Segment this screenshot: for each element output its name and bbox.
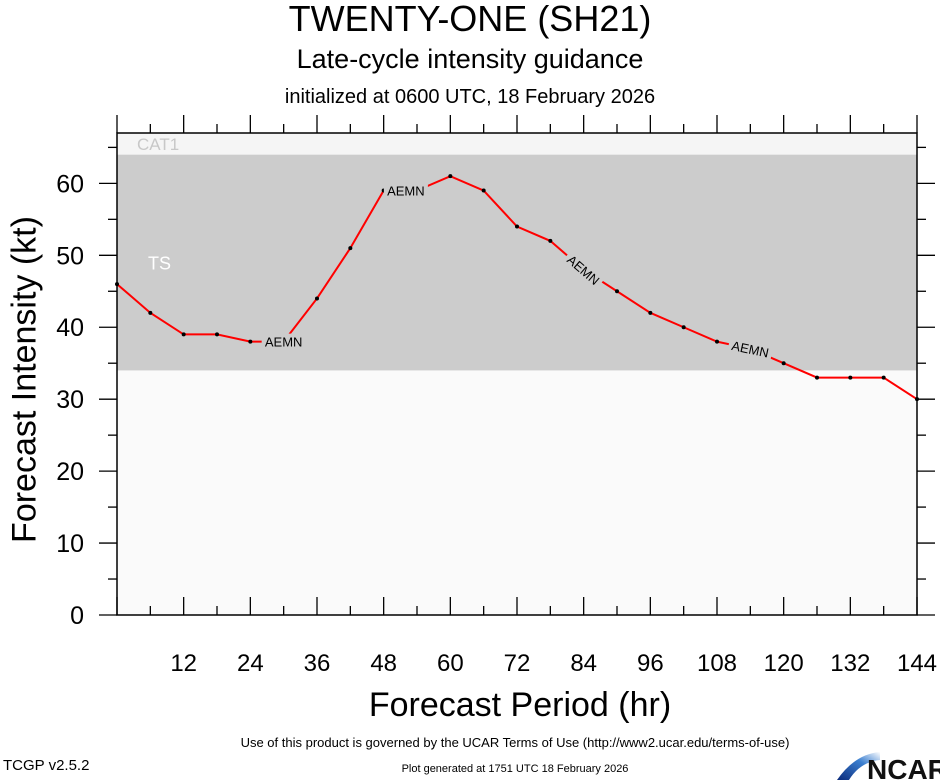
data-point — [515, 224, 519, 229]
y-tick-label: 20 — [56, 458, 84, 486]
data-point — [615, 289, 619, 294]
data-point — [881, 375, 886, 380]
data-point — [548, 238, 553, 243]
version-label: TCGP v2.5.2 — [3, 757, 90, 774]
data-point — [181, 332, 186, 337]
plot-area: TS CAT1 12 24 36 48 60 72 84 96 108 120 132 144 0 10 20 3… — [56, 115, 937, 677]
x-axis-label: Forecast Period (hr) — [368, 686, 672, 724]
data-point — [481, 188, 486, 193]
data-point — [148, 310, 153, 315]
logo-text: NCAR — [867, 754, 940, 780]
data-point — [248, 339, 253, 344]
data-point — [215, 332, 219, 337]
x-tick-label: 144 — [897, 650, 937, 677]
x-tick-label: 36 — [304, 650, 331, 677]
series-label-bg — [383, 182, 428, 198]
y-tick-label: 10 — [56, 530, 84, 558]
y-tick-label: 40 — [56, 314, 84, 342]
x-tick-label: 48 — [370, 650, 397, 677]
y-axis-label: Forecast Intensity (kt) — [5, 216, 44, 543]
data-point — [715, 339, 719, 344]
data-point — [448, 174, 453, 179]
data-point — [848, 375, 853, 380]
chart-subtitle: Late-cycle intensity guidance — [296, 44, 644, 74]
x-tick-label: 108 — [697, 650, 737, 677]
x-tick-label: 120 — [764, 650, 804, 677]
data-point — [115, 282, 119, 287]
data-point — [915, 397, 919, 402]
data-point — [648, 310, 653, 315]
chart-title: TWENTY-ONE (SH21) — [288, 0, 652, 39]
band-label-ts: TS — [148, 253, 171, 273]
terms-of-use: Use of this product is governed by the U… — [240, 735, 790, 750]
x-tick-label: 12 — [170, 650, 197, 677]
band-label-cat1: CAT1 — [137, 135, 179, 154]
x-tick-label: 132 — [830, 650, 870, 677]
data-point — [315, 296, 319, 301]
x-tick-label: 24 — [237, 650, 264, 677]
x-tick-label: 96 — [637, 650, 664, 677]
series-label: AEMN — [265, 335, 303, 350]
y-tick-label: 0 — [70, 602, 84, 630]
generated-time: Plot generated at 1751 UTC 18 February 2… — [401, 763, 629, 775]
data-point — [681, 325, 686, 330]
band-cat1 — [117, 133, 917, 155]
data-point — [348, 246, 353, 251]
series-label-bg — [261, 333, 306, 349]
band-ts — [117, 154, 917, 371]
ncar-logo: NCAR — [837, 752, 940, 780]
y-tick-label: 60 — [56, 170, 84, 198]
data-point — [815, 375, 819, 380]
y-tick-label: 30 — [56, 386, 84, 414]
x-tick-label: 84 — [570, 650, 597, 677]
series-label: AEMN — [387, 184, 425, 199]
x-tick-label: 60 — [437, 650, 464, 677]
series-label-bg — [727, 336, 774, 361]
y-tick-label: 50 — [56, 242, 84, 270]
init-time: initialized at 0600 UTC, 18 February 202… — [284, 86, 656, 108]
data-point — [781, 361, 786, 366]
series-label-bg — [562, 249, 606, 290]
x-tick-label: 72 — [504, 650, 531, 677]
